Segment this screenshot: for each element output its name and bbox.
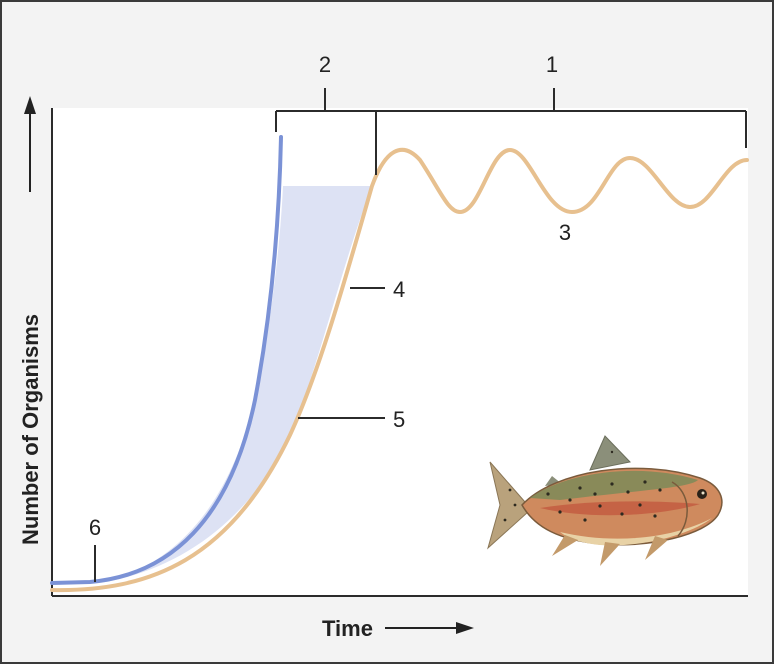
label-5: 5 bbox=[393, 407, 405, 432]
label-1: 1 bbox=[546, 52, 558, 77]
up-arrow-icon bbox=[24, 96, 36, 192]
label-2: 2 bbox=[319, 52, 331, 77]
exponential-curve bbox=[50, 135, 283, 585]
trout-fish-icon bbox=[487, 435, 723, 566]
x-axis-title: Time bbox=[322, 616, 373, 641]
label-4: 4 bbox=[393, 277, 405, 302]
right-arrow-icon bbox=[385, 622, 474, 634]
phase-bracket bbox=[275, 88, 747, 175]
shaded-region bbox=[100, 186, 372, 583]
label-6: 6 bbox=[89, 515, 101, 540]
logistic-curve bbox=[50, 147, 749, 593]
y-axis-title: Number of Organisms bbox=[18, 314, 43, 545]
label-3: 3 bbox=[559, 220, 571, 245]
